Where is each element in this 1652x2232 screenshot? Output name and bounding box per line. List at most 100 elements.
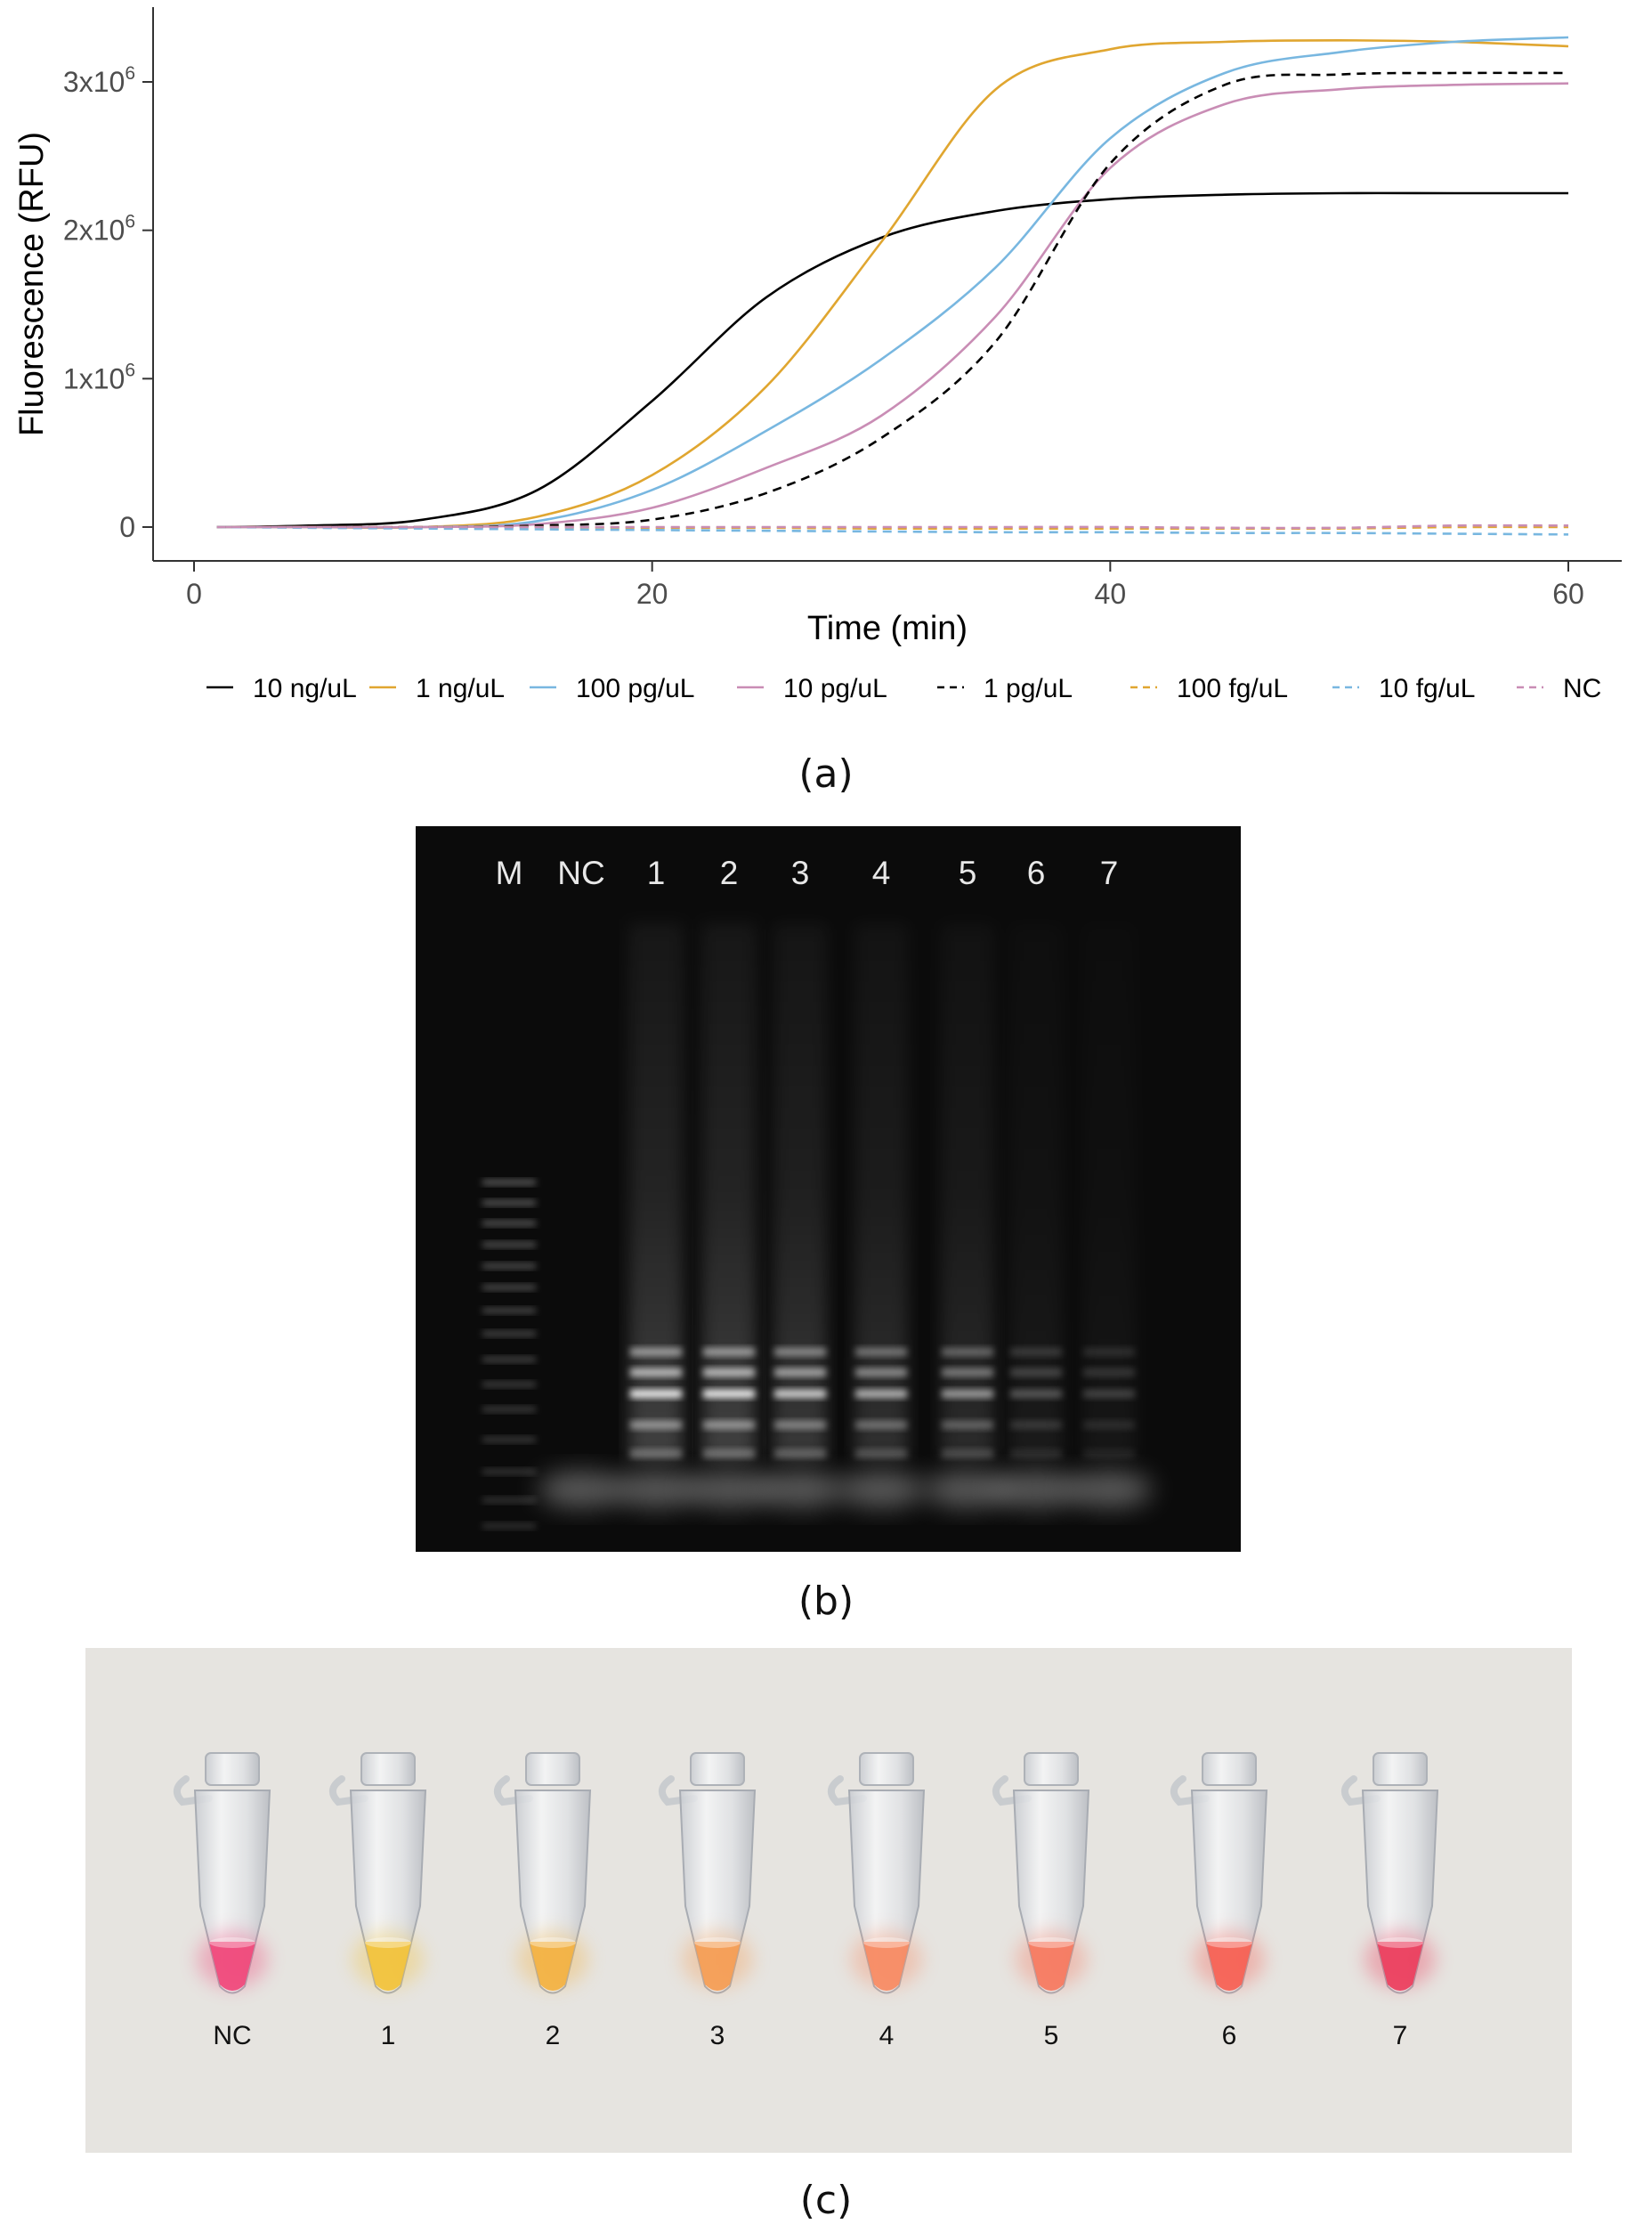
ladder-band: [482, 1263, 536, 1269]
tube-label: 1: [381, 2021, 396, 2050]
tube-meniscus: [863, 1937, 910, 1948]
tube-meniscus: [1377, 1937, 1423, 1948]
tube-cap: [1373, 1752, 1428, 1786]
y-tick-label: 3x106: [63, 63, 135, 98]
legend-label-1: 1 ng/uL: [416, 674, 505, 703]
tube-cap-hinge: [828, 1775, 867, 1806]
series-line-7: [216, 524, 1569, 530]
gel-lane-label: 5: [959, 855, 977, 891]
primer-glow: [1066, 1472, 1152, 1507]
tube-meniscus: [530, 1937, 576, 1948]
sample-band: [855, 1348, 907, 1356]
ladder-band: [482, 1242, 536, 1247]
tube-label: 6: [1222, 2021, 1237, 2050]
tube-cap-hinge: [1170, 1775, 1210, 1806]
ladder-band: [482, 1523, 536, 1529]
tube-cap-hinge: [659, 1775, 698, 1806]
tube-cap: [205, 1752, 260, 1786]
ladder-band: [482, 1331, 536, 1336]
lane-smear: [941, 924, 994, 1458]
lane-smear: [702, 924, 756, 1458]
tube-liquid: [1377, 1942, 1423, 1991]
ladder-band: [482, 1382, 536, 1387]
sample-band: [1010, 1368, 1062, 1376]
tube-label: 2: [546, 2021, 561, 2050]
ladder-band: [482, 1437, 536, 1442]
sample-band: [855, 1449, 907, 1457]
sample-band: [1010, 1421, 1062, 1429]
tube-cap: [690, 1752, 745, 1786]
gel-lane-label: 2: [720, 855, 739, 891]
tube-label: 5: [1044, 2021, 1059, 2050]
tube-liquid: [365, 1942, 411, 1991]
sample-band: [1010, 1449, 1062, 1457]
sample-band: [855, 1390, 907, 1398]
gel-lane-label: 4: [872, 855, 891, 891]
sample-band: [630, 1390, 682, 1398]
gel-lane-label: M: [496, 855, 523, 891]
tube-liquid: [694, 1942, 741, 1991]
ladder-band: [482, 1200, 536, 1205]
primer-glow: [925, 1472, 1010, 1507]
sample-band: [774, 1390, 826, 1398]
sample-band: [774, 1348, 826, 1356]
x-tick-label: 60: [1552, 578, 1584, 610]
legend-label-5: 100 fg/uL: [1177, 674, 1288, 703]
sample-band: [1010, 1390, 1062, 1398]
sample-band: [1083, 1348, 1135, 1356]
tube-cap-hinge: [992, 1775, 1032, 1806]
tube-cap: [1024, 1752, 1079, 1786]
tube-meniscus: [1028, 1937, 1074, 1948]
series-line-2: [216, 36, 1569, 529]
tube-meniscus: [209, 1937, 255, 1948]
legend-label-6: 10 fg/uL: [1379, 674, 1475, 703]
tube-label: 7: [1393, 2021, 1408, 2050]
ladder-band: [482, 1221, 536, 1226]
sample-band: [774, 1449, 826, 1457]
sample-band: [630, 1449, 682, 1457]
series-line-1: [216, 39, 1569, 530]
ladder-band: [482, 1308, 536, 1313]
legend-label-7: NC: [1563, 674, 1601, 703]
sample-band: [1083, 1390, 1135, 1398]
gel-lane-label: 1: [647, 855, 666, 891]
tube-cap: [360, 1752, 416, 1786]
tube: [1341, 1752, 1439, 1994]
x-tick-label: 20: [636, 578, 668, 610]
ladder-band: [482, 1497, 536, 1503]
series-line-6: [216, 525, 1569, 536]
sample-band: [703, 1421, 755, 1429]
gel-lanes: M NC 1 2 3 4 5 6 7: [482, 855, 1152, 1529]
caption-b: (b): [798, 1579, 854, 1624]
tube: [828, 1752, 926, 1994]
primer-glow: [686, 1472, 772, 1507]
tube-liquid: [530, 1942, 576, 1991]
tube: [992, 1752, 1090, 1994]
lane-smear: [1009, 924, 1063, 1458]
sample-band: [630, 1348, 682, 1356]
tube-meniscus: [365, 1937, 411, 1948]
legend-label-0: 10 ng/uL: [253, 674, 357, 703]
series-line-0: [216, 191, 1568, 529]
tube-liquid: [863, 1942, 910, 1991]
tube-liquid: [1028, 1942, 1074, 1991]
legend-label-2: 100 pg/uL: [576, 674, 694, 703]
sample-band: [855, 1421, 907, 1429]
tube: [659, 1752, 757, 1994]
sample-band: [855, 1368, 907, 1376]
lane-smear: [773, 924, 827, 1458]
tube: [1170, 1752, 1268, 1994]
chart-legend: 10 ng/uL 1 ng/uL 100 pg/uL 10 pg/uL 1 pg/uL 1…: [206, 674, 1601, 703]
tube-label: NC: [213, 2021, 251, 2050]
tube: [494, 1752, 592, 1994]
y-tick-label: 1x106: [63, 360, 135, 394]
sample-band: [942, 1449, 993, 1457]
primer-glow: [539, 1472, 624, 1507]
tube-cap-hinge: [329, 1775, 368, 1806]
gel-lane-label: 6: [1027, 855, 1046, 891]
ladder-band: [482, 1180, 536, 1185]
tube-meniscus: [694, 1937, 741, 1948]
x-tick-label: 0: [186, 578, 202, 610]
tube-liquid: [1206, 1942, 1252, 1991]
tube-liquid: [209, 1942, 255, 1991]
